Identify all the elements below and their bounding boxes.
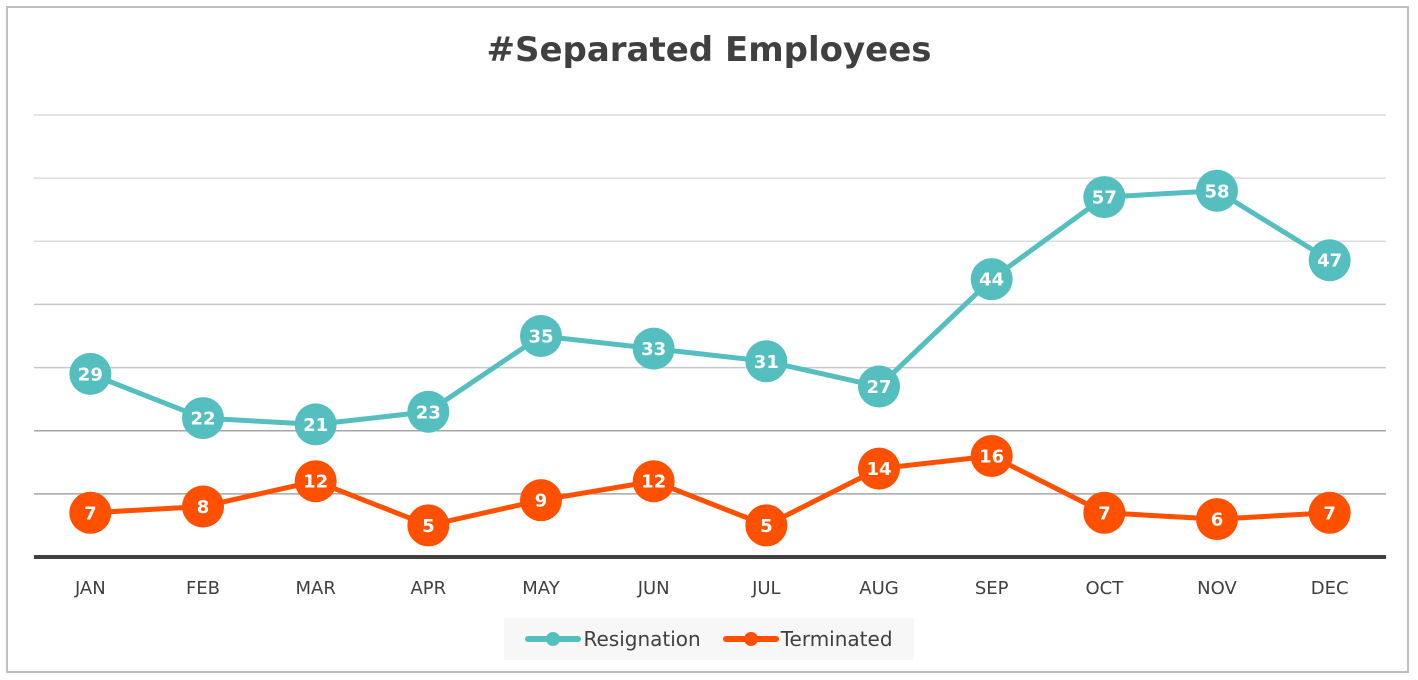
x-tick-label: DEC — [1311, 578, 1349, 599]
x-tick-label: MAY — [522, 578, 560, 599]
data-label: 7 — [84, 503, 97, 524]
legend-swatch-terminated — [722, 629, 779, 649]
data-point — [970, 434, 1013, 477]
data-label: 44 — [979, 270, 1004, 291]
data-point — [970, 258, 1013, 301]
data-point — [1308, 239, 1351, 282]
x-tick-label: JUN — [637, 578, 670, 599]
data-point — [1083, 176, 1126, 219]
data-point — [858, 365, 900, 408]
data-point — [182, 485, 224, 528]
data-label: 35 — [528, 327, 553, 348]
data-point — [1083, 491, 1126, 534]
data-point — [1308, 491, 1351, 534]
legend-label-resignation: Resignation — [583, 627, 701, 651]
data-label: 5 — [422, 516, 435, 537]
data-point — [69, 352, 112, 395]
data-label: 16 — [979, 446, 1004, 467]
x-tick-label: FEB — [186, 578, 220, 599]
series-line-resignation — [89, 188, 1331, 427]
data-point — [520, 479, 562, 522]
x-tick-label: JAN — [74, 578, 106, 599]
data-point — [632, 460, 675, 503]
data-label: 22 — [190, 409, 215, 430]
data-point — [407, 504, 450, 547]
data-label: 47 — [1317, 251, 1342, 272]
data-point — [745, 504, 788, 547]
data-point — [407, 390, 450, 433]
data-point — [745, 340, 788, 383]
data-point — [69, 491, 112, 534]
data-label: 12 — [641, 472, 666, 493]
data-label: 58 — [1204, 181, 1229, 202]
data-label: 31 — [754, 352, 779, 373]
series-line-terminated — [90, 453, 1330, 528]
chart-frame — [6, 6, 1409, 673]
data-label: 12 — [303, 472, 328, 493]
chart-title: #Separated Employees — [486, 30, 932, 70]
x-tick-label: NOV — [1197, 578, 1237, 599]
legend-swatch-resignation — [525, 629, 582, 649]
data-point — [858, 447, 900, 490]
data-label: 7 — [1098, 503, 1111, 524]
data-point — [182, 397, 224, 440]
data-label: 5 — [760, 516, 773, 537]
legend-label-terminated: Terminated — [780, 627, 893, 651]
data-point — [294, 403, 337, 446]
x-tick-label: OCT — [1085, 578, 1124, 599]
data-point — [1196, 498, 1238, 541]
data-label: 6 — [1211, 510, 1224, 531]
data-label: 7 — [1323, 503, 1336, 524]
data-label: 8 — [197, 497, 210, 518]
data-label: 27 — [866, 377, 891, 398]
data-label: 33 — [641, 339, 666, 360]
x-tick-label: APR — [410, 578, 446, 599]
x-tick-label: MAR — [295, 578, 335, 599]
legend-item-resignation[interactable]: Resignation — [525, 627, 701, 651]
data-label: 14 — [866, 459, 891, 480]
x-tick-label: JUL — [751, 578, 781, 599]
data-label: 57 — [1092, 188, 1117, 209]
x-tick-label: SEP — [975, 578, 1009, 599]
data-label: 29 — [78, 364, 103, 385]
data-point — [294, 460, 337, 503]
data-point — [632, 327, 675, 370]
data-point — [1196, 169, 1238, 212]
legend: Resignation Terminated — [504, 618, 914, 660]
x-tick-label: AUG — [859, 578, 898, 599]
data-label: 23 — [416, 402, 441, 423]
data-label: 21 — [303, 415, 328, 436]
data-point — [520, 315, 562, 357]
data-label: 9 — [535, 491, 548, 512]
legend-item-terminated[interactable]: Terminated — [722, 627, 893, 651]
